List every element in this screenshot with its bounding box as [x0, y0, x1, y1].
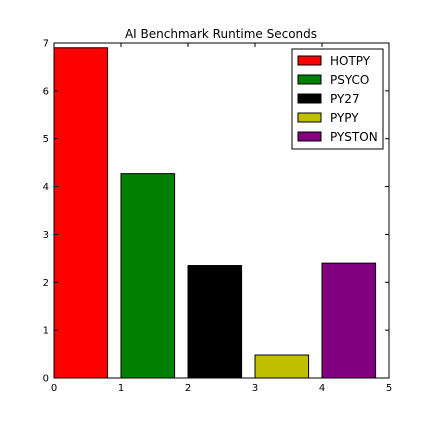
bar-py27	[187, 265, 243, 379]
bars-group	[53, 47, 377, 379]
legend-swatch-pypy	[297, 112, 322, 123]
legend-label-py27: PY27	[330, 92, 360, 106]
y-tick-label: 1	[43, 326, 49, 337]
legend-swatch-pyston	[297, 131, 322, 142]
y-tick-label: 3	[43, 230, 49, 241]
y-tick-label: 7	[43, 39, 49, 50]
legend-swatch-psyco	[297, 74, 322, 85]
x-tick-label: 3	[252, 383, 258, 394]
x-tick-label: 2	[185, 383, 191, 394]
legend-label-psyco: PSYCO	[330, 73, 369, 87]
legend-label-pypy: PYPY	[330, 111, 359, 125]
x-tick-label: 5	[386, 383, 392, 394]
axes-group: 0 1 2 3 4 5 0 1 2 3 4 5 6 7	[43, 39, 393, 395]
bar-pyston	[321, 262, 377, 379]
y-tick-label: 0	[43, 374, 49, 385]
y-tick-label: 5	[43, 134, 49, 145]
legend-label-hotpy: HOTPY	[330, 54, 371, 68]
bar-psyco	[120, 173, 176, 379]
bar-pypy	[254, 354, 310, 379]
legend-swatch-py27	[297, 93, 322, 104]
chart-title: AI Benchmark Runtime Seconds	[125, 27, 317, 41]
y-tick-label: 2	[43, 278, 49, 289]
legend: HOTPY PSYCO PY27 PYPY PYSTON	[291, 48, 384, 150]
x-tick-label: 0	[51, 383, 57, 394]
x-tick-label: 4	[319, 383, 325, 394]
legend-label-pyston: PYSTON	[330, 130, 378, 144]
plot-frame	[53, 42, 390, 379]
x-tick-label: 1	[118, 383, 124, 394]
y-tick-label: 4	[43, 182, 49, 193]
y-tick-label: 6	[43, 86, 49, 97]
bar-hotpy	[53, 47, 109, 379]
legend-swatch-hotpy	[297, 55, 322, 66]
